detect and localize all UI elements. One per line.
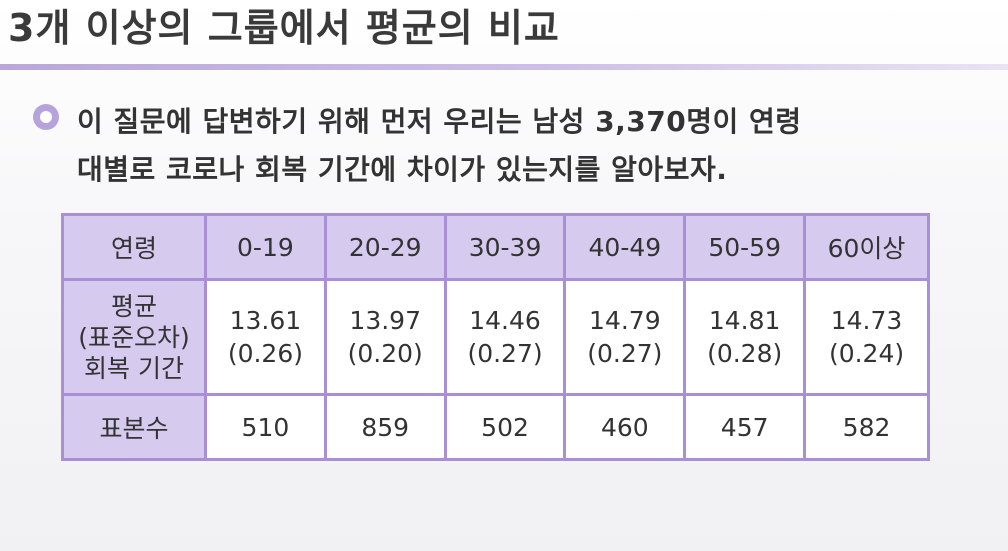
mean-label-line: 회복 기간 [84,353,184,383]
mean-value: 14.81 [708,306,781,335]
age-group-cell: 60이상 [803,213,930,281]
mean-cell: 14.79 (0.27) [563,278,687,396]
sample-size-cell: 457 [683,393,807,461]
mean-cell: 13.61 (0.26) [204,278,327,396]
circle-bullet-icon [33,104,59,130]
age-group-cell: 50-59 [683,213,807,281]
mean-cell: 14.46 (0.27) [443,278,567,396]
age-group-cell: 40-49 [563,213,687,281]
age-header-cell: 연령 [61,213,207,281]
mean-value: 14.79 [589,306,661,335]
mean-value: 14.46 [469,306,541,335]
sample-size-cell: 582 [803,393,930,461]
table-header-row: 연령 0-19 20-29 30-39 40-49 50-59 60이상 [61,213,930,281]
std-error-value: (0.24) [828,339,905,368]
age-group-cell: 20-29 [323,213,447,281]
mean-value: 13.61 [229,306,302,335]
mean-label-line: 평균 [110,291,157,321]
std-error-value: (0.26) [227,339,303,368]
mean-cell: 14.81 (0.28) [683,278,807,396]
sample-size-cell: 502 [443,393,567,461]
bullet-text: 이 질문에 답변하기 위해 먼저 우리는 남성 3,370명이 연령 대별로 코… [77,98,957,194]
age-group-cell: 30-39 [443,213,567,281]
bullet-line-2: 대별로 코로나 회복 기간에 차이가 있는지를 알아보자. [77,153,728,186]
mean-cell: 14.73 (0.24) [803,278,930,396]
std-error-value: (0.28) [707,339,783,368]
sample-size-cell: 460 [563,393,687,461]
age-group-cell: 0-19 [204,213,327,281]
std-error-value: (0.20) [347,339,423,368]
table-row-mean: 평균 (표준오차) 회복 기간 13.61 (0.26) 13.97 (0.20… [61,278,930,396]
sample-size-cell: 510 [204,393,327,461]
table-row-sample-size: 표본수 510 859 502 460 457 582 [61,393,930,461]
mean-label-cell: 평균 (표준오차) 회복 기간 [61,278,207,396]
sample-label-cell: 표본수 [61,393,207,461]
data-table: 연령 0-19 20-29 30-39 40-49 50-59 60이상 평균 … [61,213,930,461]
mean-value: 13.97 [349,306,421,335]
std-error-value: (0.27) [467,339,543,368]
mean-label-line: (표준오차) [78,322,190,352]
title-divider [0,64,1008,70]
mean-cell: 13.97 (0.20) [323,278,447,396]
bullet-line-1: 이 질문에 답변하기 위해 먼저 우리는 남성 3,370명이 연령 [77,105,802,138]
mean-value: 14.73 [830,306,903,335]
std-error-value: (0.27) [587,339,663,368]
slide-title: 3개 이상의 그룹에서 평균의 비교 [8,6,560,50]
sample-size-cell: 859 [323,393,447,461]
